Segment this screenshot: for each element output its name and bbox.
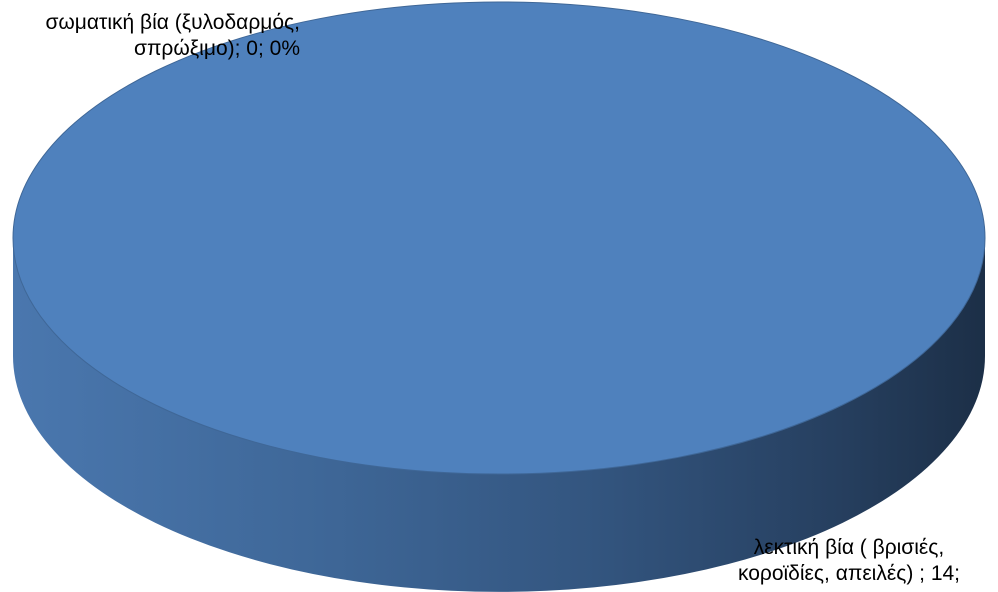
data-label-line: σπρώξιμο); 0; 0%	[133, 37, 300, 60]
data-label-line: κοροϊδίες, απειλές) ; 14;	[737, 562, 961, 585]
pie-slice-1	[12, 1, 986, 475]
data-label-physical-violence: σωματική βία (ξυλοδαρμός, σπρώξιμο); 0; …	[0, 10, 300, 62]
data-label-verbal-violence: λεκτική βία ( βρισιές, κοροϊδίες, απειλέ…	[700, 535, 998, 587]
data-label-line: σωματική βία (ξυλοδαρμός,	[45, 11, 300, 34]
data-label-line: λεκτική βία ( βρισιές,	[753, 536, 945, 559]
pie-side-wall	[13, 238, 985, 592]
